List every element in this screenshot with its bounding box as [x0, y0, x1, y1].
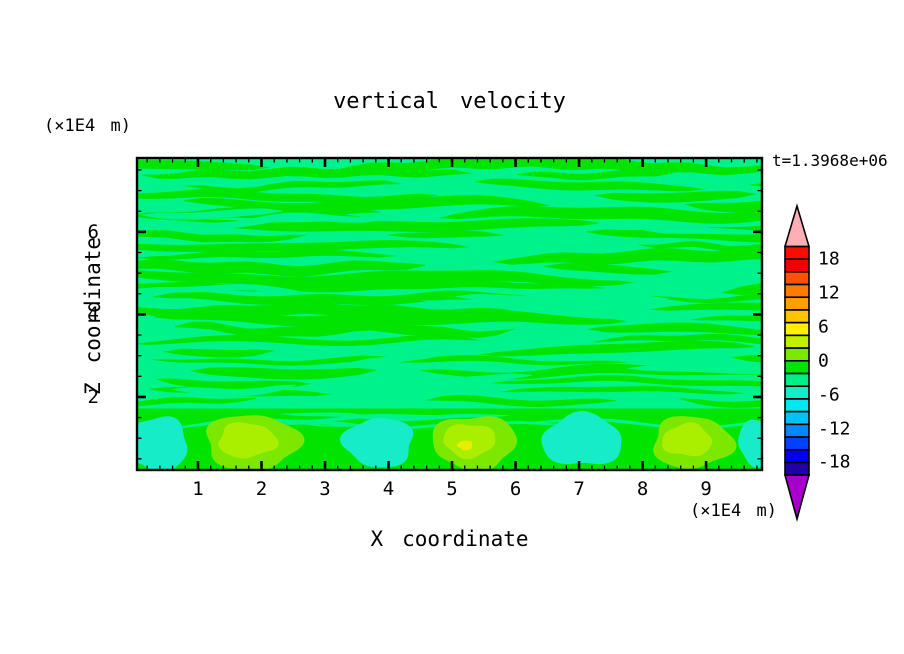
updraft-cell	[218, 422, 279, 459]
colorbar-segment	[784, 461, 810, 476]
colorbar-segment	[784, 410, 810, 426]
colorbar-segment	[784, 398, 810, 413]
colorbar-tick-label: -18	[818, 451, 851, 473]
colorbar-segment	[784, 258, 810, 273]
colorbar	[783, 203, 811, 523]
updraft-cell	[662, 422, 713, 457]
colorbar-segment	[784, 385, 810, 400]
colorbar-segment	[784, 448, 810, 464]
colorbar-tick-label: -12	[818, 418, 851, 440]
colorbar-segment	[784, 296, 810, 311]
colorbar-segment	[784, 321, 810, 337]
colorbar-under-arrow	[783, 474, 811, 523]
x-axis-tick-label: 6	[509, 478, 522, 500]
y-axis-tick-label: 6	[87, 220, 99, 243]
colorbar-tick-label: -6	[818, 384, 840, 406]
colorbar-tick-label: 18	[818, 248, 840, 270]
colorbar-segment	[784, 283, 810, 299]
x-axis-tick-label: 2	[255, 478, 268, 500]
x-axis-label: X coordinate	[370, 527, 529, 551]
colorbar-segment	[784, 372, 810, 388]
colorbar-segment	[784, 309, 810, 324]
x-axis-tick-label: 4	[382, 478, 395, 500]
x-axis-tick-label: 1	[192, 478, 204, 500]
colorbar-segment	[784, 334, 810, 349]
minor-patch	[714, 472, 727, 479]
x-axis-tick-label: 7	[573, 478, 585, 500]
colorbar-tick-label: 12	[818, 282, 840, 304]
x-axis-tick-label: 5	[446, 478, 458, 500]
colorbar-tick-label: 0	[818, 350, 829, 372]
colorbar-segment	[784, 245, 810, 260]
downdraft-cell	[137, 416, 188, 470]
y-axis-tick-label: 2	[87, 385, 99, 408]
x-axis-tick-label: 8	[636, 478, 649, 500]
colorbar-segment	[784, 347, 810, 362]
updraft-cell	[456, 440, 473, 451]
plot-axes	[135, 156, 764, 472]
contour-field	[137, 158, 762, 479]
x-axis-tick-label: 3	[319, 478, 331, 500]
colorbar-segment	[784, 359, 810, 375]
colorbar-over-arrow	[783, 203, 811, 248]
time-annotation: t=1.3968e+06	[772, 151, 888, 170]
colorbar-segment	[784, 271, 810, 286]
x-axis-tick-label: 9	[700, 478, 712, 500]
colorbar-segment	[784, 423, 810, 438]
downdraft-cell	[738, 419, 762, 468]
downdraft-cell	[339, 417, 414, 468]
x-axis-units-label: (×1E4 m)	[690, 501, 777, 521]
plot-title: vertical velocity	[333, 89, 566, 114]
colorbar-segment	[784, 436, 810, 451]
colorbar-tick-label: 6	[818, 316, 829, 338]
y-axis-tick-label: 4	[87, 303, 99, 326]
y-axis-units-label: (×1E4 m)	[44, 116, 131, 136]
downdraft-cell	[541, 410, 622, 465]
